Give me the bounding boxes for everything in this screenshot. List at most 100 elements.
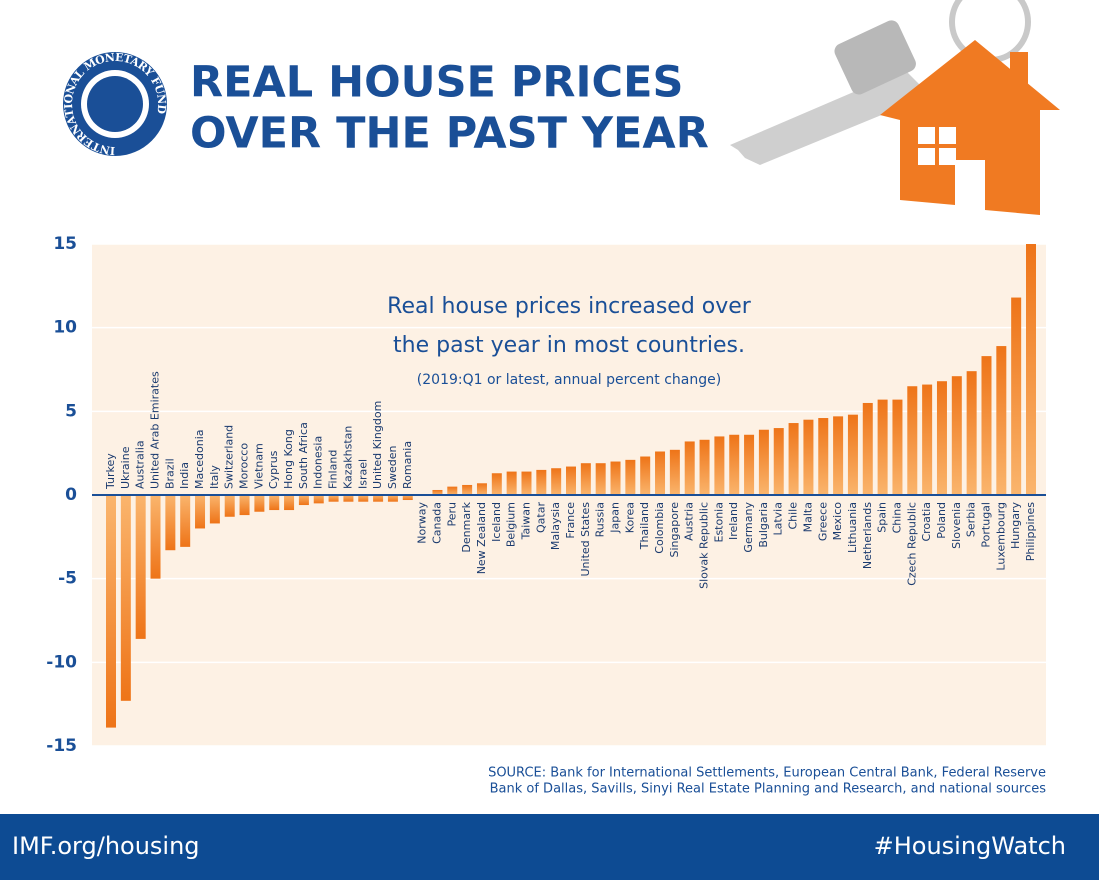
x-tick-label: United Arab Emirates: [149, 371, 162, 489]
note: (2019:Q1 or latest, annual percent chang…: [417, 372, 721, 388]
x-tick-label: Thailand: [638, 502, 651, 550]
bar: [907, 386, 918, 495]
bar: [877, 399, 888, 495]
bar: [773, 428, 784, 495]
bar: [343, 495, 354, 502]
x-tick-label: Philippines: [1024, 502, 1037, 562]
x-tick-label: Romania: [401, 441, 414, 489]
x-tick-label: Czech Republic: [905, 502, 918, 586]
x-tick-label: Ukraine: [119, 446, 132, 489]
title-line: REAL HOUSE PRICES: [190, 58, 683, 108]
x-tick-label: Spain: [876, 502, 889, 533]
bar: [580, 463, 591, 495]
x-tick-label: Hong Kong: [282, 429, 295, 489]
bar: [1011, 297, 1022, 495]
footer-link[interactable]: IMF.org/housing: [12, 832, 200, 860]
bar: [803, 419, 814, 495]
bar: [209, 495, 220, 524]
bar: [684, 441, 695, 495]
bar: [551, 468, 562, 495]
x-tick-label: Kazakhstan: [341, 426, 354, 489]
x-tick-label: Singapore: [668, 502, 681, 558]
bar: [729, 434, 740, 495]
x-tick-label: China: [890, 502, 903, 533]
bar: [313, 495, 324, 504]
bar: [758, 429, 769, 495]
x-tick-label: Cyprus: [267, 450, 280, 489]
x-tick-label: Slovenia: [950, 502, 963, 549]
x-tick-label: Israel: [356, 459, 369, 489]
x-tick-label: Denmark: [460, 501, 473, 552]
x-tick-label: Malta: [801, 502, 814, 532]
x-tick-label: Australia: [134, 440, 147, 489]
bar: [595, 463, 606, 495]
y-tick-label: 15: [53, 234, 77, 254]
annotation: Real house prices increased over: [387, 294, 752, 319]
bar: [521, 471, 532, 495]
x-tick-label: Turkey: [104, 453, 117, 490]
x-tick-label: Morocco: [238, 443, 251, 489]
x-tick-label: Canada: [430, 502, 443, 544]
bar: [165, 495, 176, 551]
source: Bank of Dallas, Savills, Sinyi Real Esta…: [490, 782, 1047, 797]
x-tick-label: Croatia: [920, 502, 933, 542]
x-tick-label: Luxembourg: [994, 502, 1007, 571]
bar: [402, 495, 413, 501]
bar: [847, 414, 858, 495]
x-tick-label: Latvia: [772, 502, 785, 536]
bar: [966, 371, 977, 495]
x-tick-label: South Africa: [297, 422, 310, 489]
footer-band: [0, 814, 1099, 880]
bar: [254, 495, 265, 512]
x-tick-label: Estonia: [712, 502, 725, 543]
footer-hashtag[interactable]: #HousingWatch: [874, 832, 1066, 860]
x-tick-label: Russia: [594, 502, 607, 537]
bar: [328, 495, 339, 502]
bar: [936, 381, 947, 495]
y-tick-label: 5: [65, 401, 77, 421]
bar: [922, 384, 933, 495]
x-tick-label: Japan: [609, 502, 622, 534]
x-tick-label: Korea: [623, 502, 636, 533]
x-tick-label: Sweden: [386, 446, 399, 489]
bar: [358, 495, 369, 502]
y-tick-label: 0: [65, 485, 77, 505]
y-tick-label: 10: [53, 318, 77, 338]
logo: INTERNATIONAL MONETARY FUND: [62, 51, 168, 157]
bar: [640, 456, 651, 495]
key-illustration: [730, 0, 1060, 215]
x-tick-label: Vietnam: [252, 443, 265, 489]
x-tick-label: Iceland: [490, 502, 503, 542]
x-tick-label: Portugal: [979, 502, 992, 548]
y-tick-label: -10: [46, 652, 77, 672]
bar: [373, 495, 384, 502]
y-tick-label: -15: [46, 736, 77, 756]
bar: [298, 495, 309, 506]
bar: [447, 486, 458, 495]
x-tick-label: India: [178, 462, 191, 489]
bar: [951, 376, 962, 495]
x-tick-label: Macedonia: [193, 429, 206, 489]
x-tick-label: Hungary: [1009, 502, 1022, 549]
bar: [996, 346, 1007, 495]
x-tick-label: Slovak Republic: [698, 502, 711, 589]
bar: [506, 471, 517, 495]
bar: [180, 495, 191, 547]
x-tick-label: United Kingdom: [371, 401, 384, 489]
annotation: the past year in most countries.: [393, 333, 745, 358]
bar: [566, 466, 576, 495]
x-tick-label: Brazil: [163, 458, 176, 489]
bar: [669, 449, 680, 495]
x-tick-label: Ireland: [727, 502, 740, 540]
x-tick-label: Lithuania: [846, 502, 859, 553]
x-tick-label: Serbia: [965, 502, 978, 537]
bar: [862, 402, 873, 495]
bar: [892, 399, 903, 495]
bar: [655, 451, 666, 495]
bar: [744, 434, 755, 495]
bar: [610, 461, 621, 495]
bar: [714, 436, 725, 495]
x-tick-label: Bulgaria: [757, 502, 770, 548]
x-tick-label: Belgium: [505, 502, 518, 547]
